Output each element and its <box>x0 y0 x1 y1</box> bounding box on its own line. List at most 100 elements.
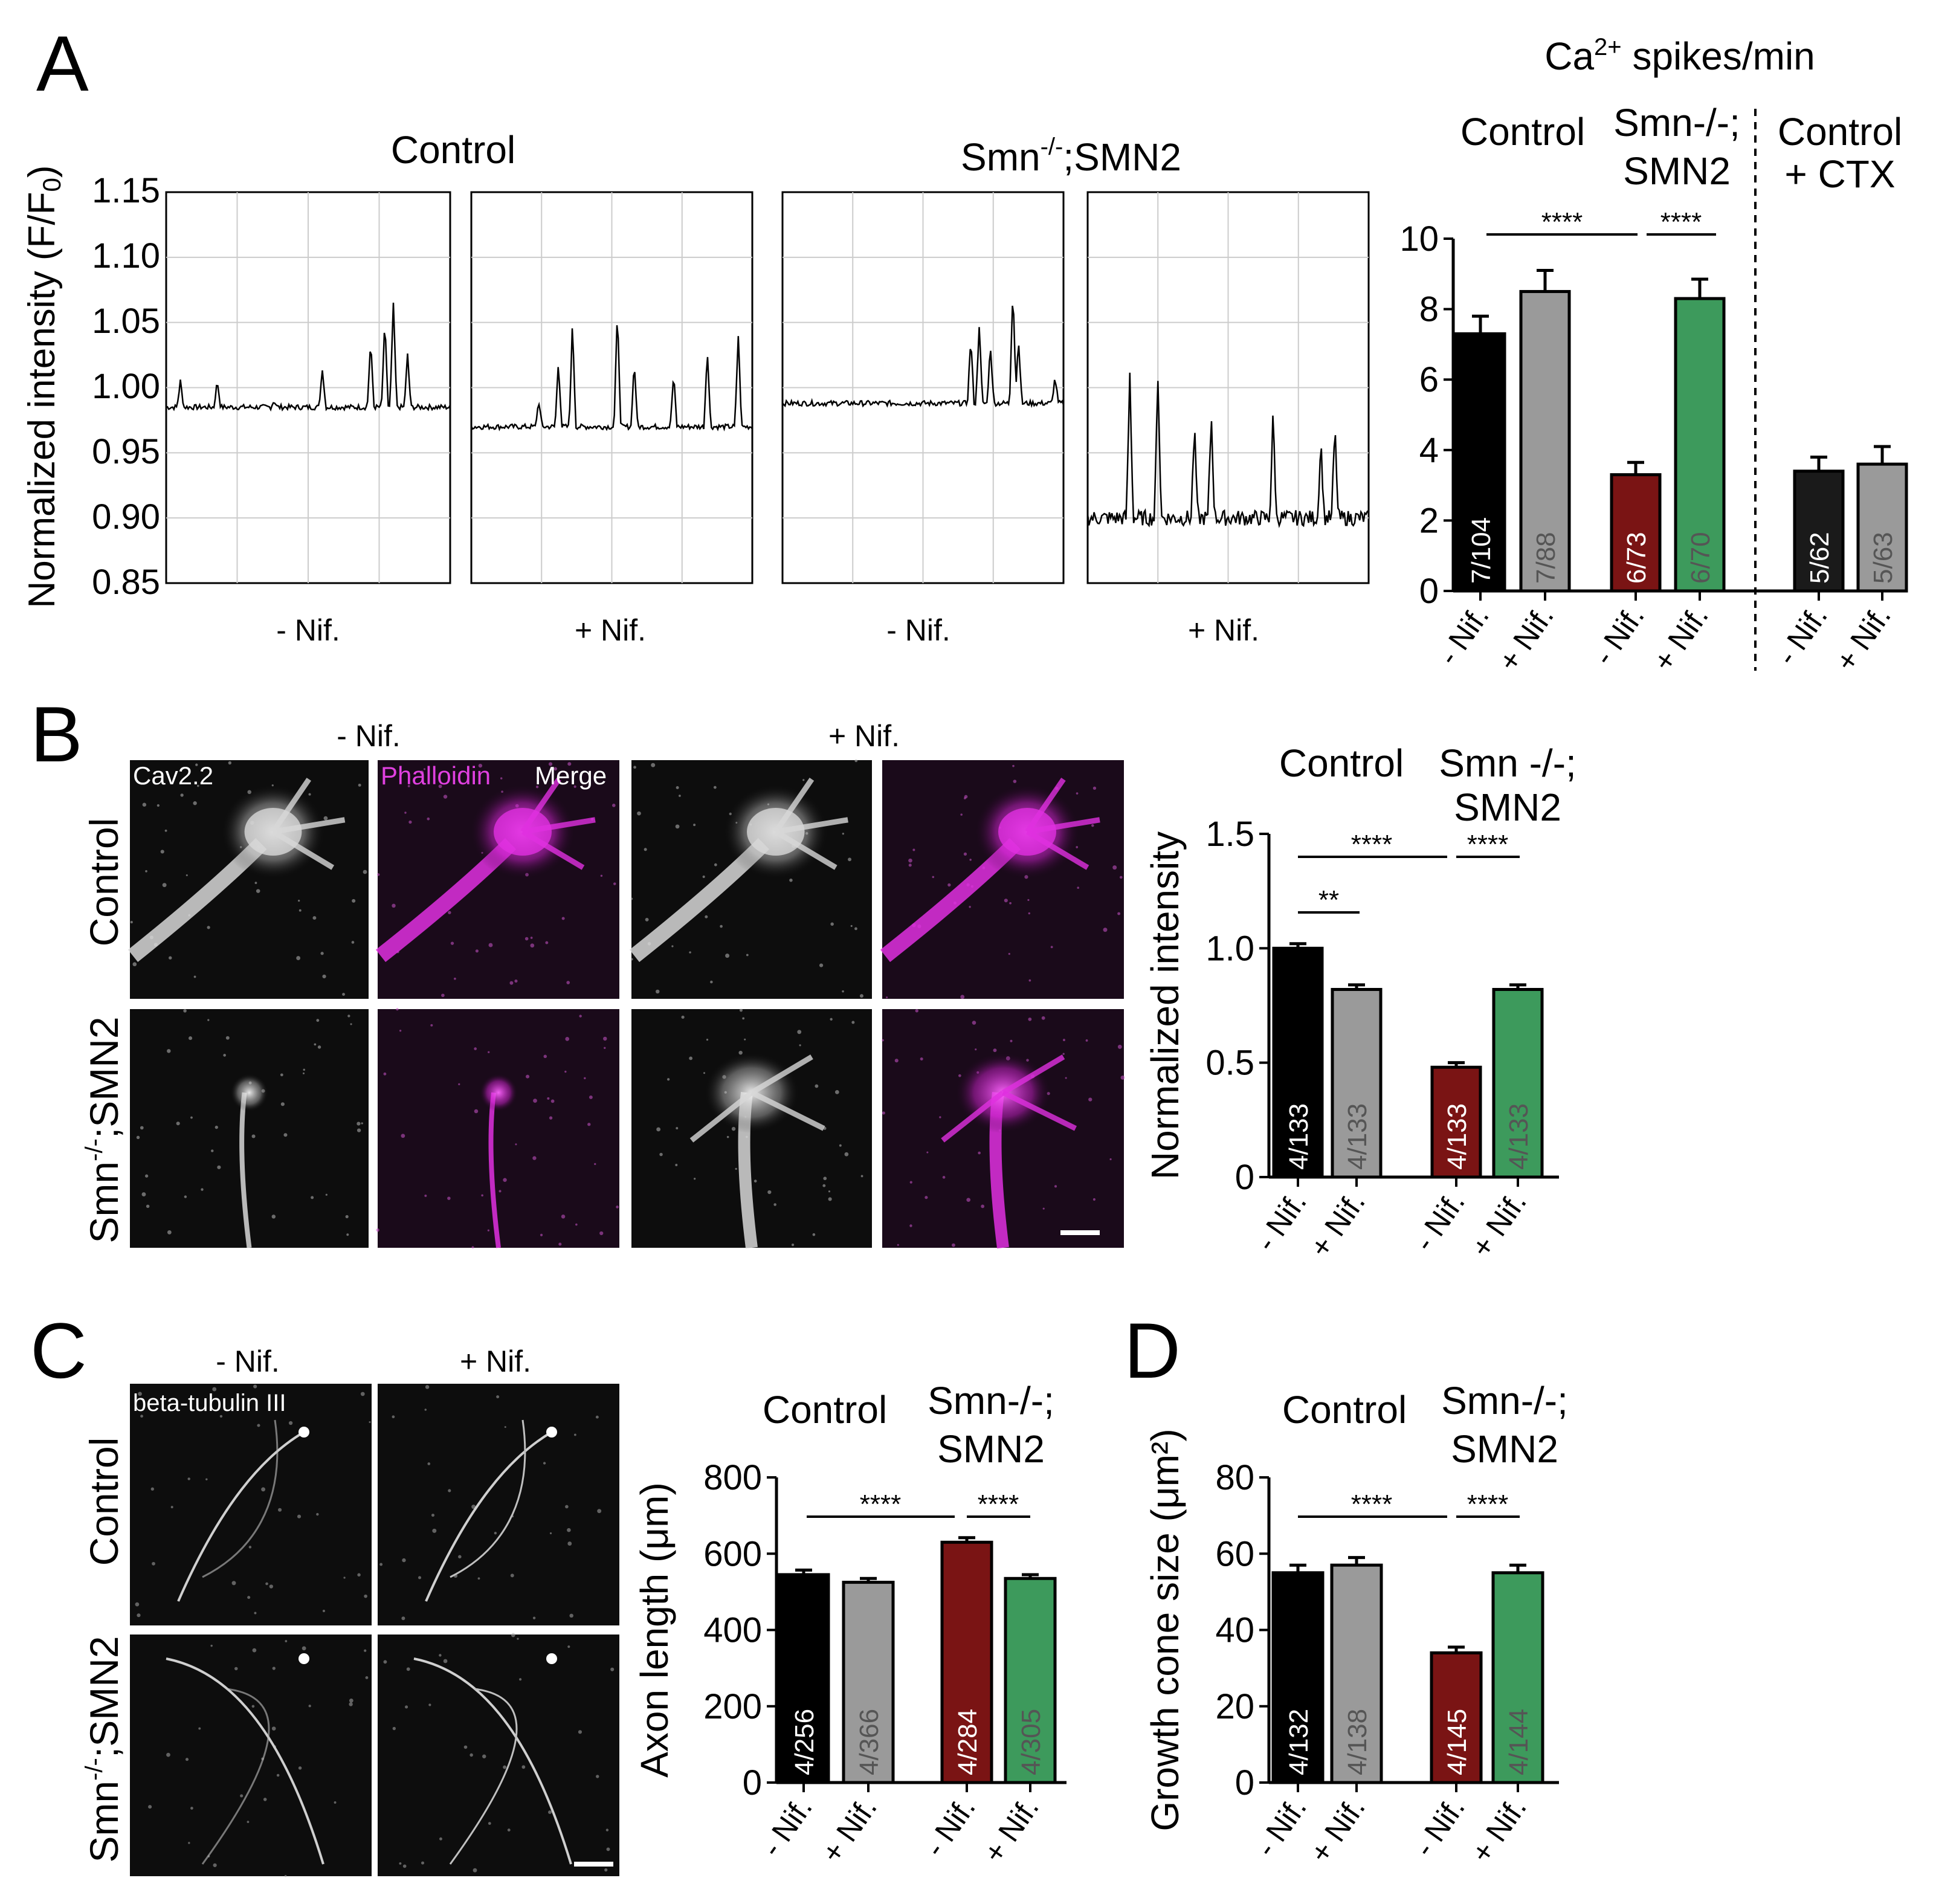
bar-chart-c: 0 200 400 600 800 Axon length (μm) 4/256 - Nif.… <box>633 1458 1067 1869</box>
noise-speck <box>193 801 197 805</box>
noise-speck <box>739 1008 743 1012</box>
noise-speck <box>644 848 647 851</box>
noise-speck <box>830 1018 833 1021</box>
noise-speck <box>248 1546 252 1549</box>
filopodium <box>750 1054 813 1096</box>
noise-speck <box>567 762 572 766</box>
noise-speck <box>240 1794 244 1798</box>
noise-speck <box>135 1602 140 1607</box>
noise-speck <box>342 993 345 996</box>
noise-speck <box>839 1144 842 1147</box>
bar-d-group-smn2: SMN2 <box>1451 1427 1558 1471</box>
trace-ytick: 1.10 <box>92 236 160 276</box>
noise-speck <box>503 1765 507 1769</box>
noise-speck <box>886 996 888 999</box>
noise-speck <box>975 1048 977 1051</box>
noise-speck <box>799 1044 801 1047</box>
noise-speck <box>1041 1016 1045 1020</box>
micrograph-tile <box>378 1635 619 1876</box>
noise-speck <box>316 1512 319 1516</box>
noise-speck <box>830 922 834 926</box>
noise-speck <box>548 1810 552 1815</box>
y-tick-label: 60 <box>1215 1534 1254 1573</box>
bar-count-label: 4/133 <box>1343 1103 1372 1170</box>
noise-speck <box>334 1801 337 1804</box>
noise-speck <box>951 1243 955 1247</box>
sig-label: **** <box>1351 1489 1393 1519</box>
noise-speck <box>396 1008 399 1011</box>
noise-speck <box>564 1070 567 1073</box>
noise-speck <box>447 1196 451 1200</box>
row-label-smn: Smn-/-;SMN2 <box>81 1636 126 1862</box>
sig-label: **** <box>1467 1489 1509 1519</box>
noise-speck <box>195 763 198 766</box>
bar-count-label: 4/366 <box>854 1709 884 1775</box>
y-tick-label: 8 <box>1419 290 1439 329</box>
bar-a-group-control: Control <box>1460 110 1585 153</box>
filopodium <box>774 829 837 870</box>
noise-speck <box>561 1215 566 1219</box>
noise-speck <box>543 1054 547 1059</box>
noise-speck <box>558 1242 562 1246</box>
noise-speck <box>565 1037 570 1041</box>
bar-count-label: 6/70 <box>1686 532 1715 584</box>
noise-speck <box>540 1233 543 1237</box>
noise-speck <box>573 785 576 788</box>
noise-speck <box>947 883 951 887</box>
trace-xlabel: - Nif. <box>886 613 950 647</box>
bar-count-label: 5/63 <box>1868 532 1898 584</box>
noise-speck <box>448 911 451 914</box>
axon-branch <box>202 1419 279 1578</box>
bar-count-label: 4/145 <box>1442 1709 1472 1775</box>
noise-speck <box>1092 1198 1096 1201</box>
noise-speck <box>383 1660 387 1664</box>
noise-speck <box>475 949 479 953</box>
noise-speck <box>488 943 493 947</box>
noise-speck <box>272 1667 276 1670</box>
noise-speck <box>597 1509 602 1514</box>
noise-speck <box>234 1667 238 1671</box>
x-tick-label: - Nif. <box>1587 599 1651 671</box>
noise-speck <box>606 1847 610 1851</box>
trace-xlabel: + Nif. <box>1188 613 1259 647</box>
noise-speck <box>219 1415 223 1418</box>
noise-speck <box>543 1462 546 1465</box>
bar-count-label: 4/133 <box>1442 1103 1472 1170</box>
noise-speck <box>517 1638 519 1640</box>
trace-title-smn: Smn-/-;SMN2 <box>961 134 1181 179</box>
noise-speck <box>908 863 912 867</box>
noise-speck <box>1117 912 1121 915</box>
noise-speck <box>317 1045 321 1049</box>
bar-chart-b: 0 0.5 1.0 1.5 Normalized intensity 4/133 - Nif… <box>1143 815 1559 1263</box>
y-tick-label: 40 <box>1215 1611 1254 1650</box>
noise-speck <box>842 833 844 835</box>
sig-label: **** <box>1660 207 1702 237</box>
noise-speck <box>349 1698 353 1703</box>
y-tick-label: 6 <box>1419 360 1439 399</box>
x-tick-label: + Nif. <box>1464 1791 1533 1869</box>
noise-speck <box>160 850 164 854</box>
noise-speck <box>167 1049 171 1053</box>
noise-speck <box>605 1828 609 1831</box>
noise-speck <box>251 1705 255 1708</box>
trace-line <box>470 325 753 431</box>
noise-speck <box>448 1489 451 1493</box>
y-tick-label: 0 <box>1235 1763 1254 1802</box>
noise-speck <box>844 1152 849 1157</box>
bar-a-group-smn: Smn-/-; <box>1613 101 1740 144</box>
x-tick-label: + Nif. <box>1646 599 1715 677</box>
x-tick-label: - Nif. <box>918 1791 982 1863</box>
filopodium <box>1027 817 1100 834</box>
panel-letter-a: A <box>36 19 89 108</box>
noise-speck <box>401 1134 405 1138</box>
col-header: - Nif. <box>337 719 401 753</box>
noise-speck <box>247 1821 250 1824</box>
noise-speck <box>458 1083 460 1086</box>
bar <box>1430 1651 1483 1784</box>
bar-a-group-control-ctx: Control <box>1778 110 1902 153</box>
noise-speck <box>694 1178 696 1180</box>
noise-speck <box>357 1121 361 1126</box>
noise-speck <box>141 1192 146 1197</box>
sig-label: **** <box>1351 830 1393 859</box>
noise-speck <box>549 1116 553 1120</box>
